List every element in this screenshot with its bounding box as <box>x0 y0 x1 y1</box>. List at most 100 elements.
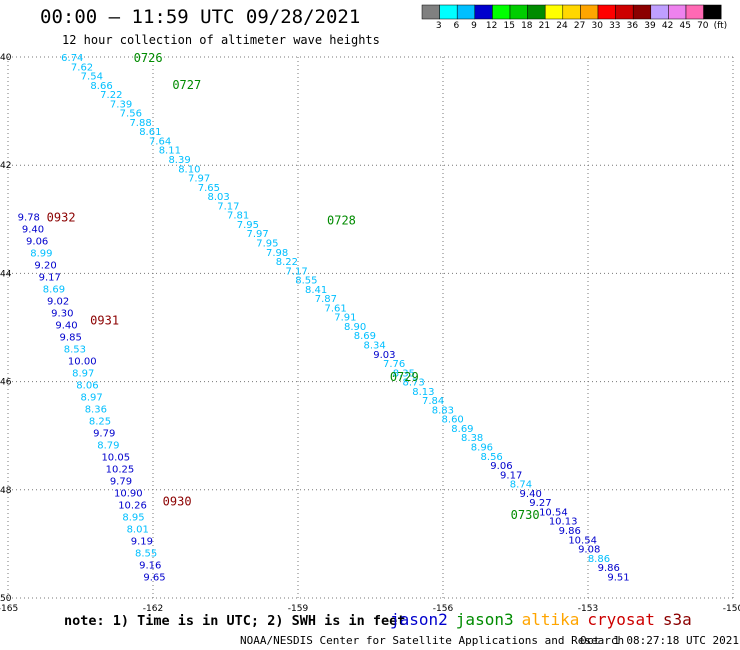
swh-value: 8.83 <box>432 405 454 416</box>
swh-value: 7.98 <box>266 248 288 259</box>
swh-value: 10.05 <box>101 452 130 463</box>
legend-swatch <box>544 4 564 20</box>
track-a-values: 6.747.627.548.667.227.397.567.888.617.64… <box>61 51 629 583</box>
legend-label: (ft) <box>714 21 728 31</box>
y-tick-label: 48 <box>0 486 12 496</box>
x-tick-label: -153 <box>578 604 598 614</box>
page-subtitle: 12 hour collection of altimeter wave hei… <box>62 33 380 47</box>
swh-value: 10.54 <box>568 535 597 546</box>
swh-value: 9.16 <box>139 560 161 571</box>
swh-value: 8.35 <box>393 368 415 379</box>
swh-value: 7.84 <box>422 396 444 407</box>
swh-value: 7.65 <box>198 183 220 194</box>
swh-value: 7.87 <box>315 294 337 305</box>
swh-value: 7.61 <box>324 303 346 314</box>
swh-value: 9.79 <box>110 476 132 487</box>
swh-value: 9.40 <box>22 225 44 236</box>
swh-value: 8.69 <box>43 285 65 296</box>
legend-swatch <box>456 4 476 20</box>
swh-value: 9.19 <box>131 536 153 547</box>
swh-value: 9.06 <box>490 461 512 472</box>
footer-note: note: 1) Time is in UTC; 2) SWH is in fe… <box>64 613 406 629</box>
time-label: 0932 <box>47 211 76 225</box>
x-tick-label: -162 <box>143 604 163 614</box>
swh-value: 7.56 <box>120 109 142 120</box>
swh-value: 7.88 <box>129 118 151 129</box>
swh-value: 8.25 <box>89 416 111 427</box>
swh-value: 7.91 <box>334 313 356 324</box>
legend-swatch <box>685 4 704 20</box>
satellite-legend-item: altika <box>521 610 580 629</box>
x-tick-label: -165 <box>0 604 18 614</box>
swh-value: 8.60 <box>442 415 464 426</box>
swh-value: 8.41 <box>305 285 327 296</box>
swh-value: 10.54 <box>539 507 568 518</box>
y-tick-label: 50 <box>0 594 12 604</box>
swh-value: 8.61 <box>139 127 161 138</box>
legend-swatch <box>421 4 440 20</box>
swh-value: 8.79 <box>97 440 119 451</box>
swh-value: 8.73 <box>403 378 425 389</box>
swh-value: 8.38 <box>461 433 483 444</box>
legend-swatch <box>509 4 528 20</box>
swh-value: 10.25 <box>106 464 135 475</box>
swh-value: 8.74 <box>510 480 532 491</box>
swh-value: 7.97 <box>188 174 210 185</box>
swh-value: 9.27 <box>529 498 551 509</box>
y-tick-label: 42 <box>0 161 11 171</box>
satellite-legend-item: s3a <box>662 610 692 629</box>
swh-value: 9.06 <box>26 237 48 248</box>
footer-timestamp: Oct 1 08:27:18 UTC 2021 <box>580 634 739 647</box>
y-tick-label: 40 <box>0 53 12 63</box>
swh-value: 9.51 <box>607 572 629 583</box>
y-tick-label: 46 <box>0 378 12 388</box>
legend-label: 39 <box>644 21 656 31</box>
swh-value: 7.95 <box>237 220 259 231</box>
swh-value: 9.20 <box>34 261 56 272</box>
satellite-legend-item: cryosat <box>587 610 655 629</box>
swh-value: 8.22 <box>276 257 298 268</box>
x-tick-label: -150 <box>723 604 740 614</box>
swh-value: 8.95 <box>122 512 144 523</box>
swh-value: 7.97 <box>246 229 268 240</box>
swh-value: 8.11 <box>159 146 181 157</box>
legend-swatch <box>562 4 581 20</box>
swh-value: 9.40 <box>55 321 77 332</box>
swh-value: 8.90 <box>344 322 366 333</box>
swh-value: 7.64 <box>149 136 171 147</box>
legend-swatch <box>474 4 493 20</box>
swh-value: 8.66 <box>90 81 112 92</box>
swh-value: 7.17 <box>217 201 239 212</box>
swh-value: 10.90 <box>114 488 143 499</box>
legend-swatch <box>439 4 458 20</box>
legend-label: 18 <box>521 21 533 31</box>
legend-label: 45 <box>679 21 690 31</box>
footer-credit: NOAA/NESDIS Center for Satellite Applica… <box>240 634 625 647</box>
swh-value: 7.39 <box>110 99 132 110</box>
legend-swatch <box>650 4 669 20</box>
legend-label: 9 <box>471 21 477 31</box>
x-tick-label: -156 <box>433 604 454 614</box>
swh-value: 9.03 <box>373 350 395 361</box>
time-label: 0931 <box>90 313 119 327</box>
legend-label: 70 <box>697 21 709 31</box>
swh-value: 7.95 <box>256 238 278 249</box>
legend-label: 24 <box>556 21 568 31</box>
track-b-values: 9.789.409.068.999.209.178.699.029.309.40… <box>18 211 192 584</box>
swh-value: 9.78 <box>18 213 40 224</box>
swh-value: 8.06 <box>76 380 98 391</box>
swh-value: 8.01 <box>127 524 149 535</box>
swh-value: 10.00 <box>68 357 97 368</box>
swh-value: 9.65 <box>143 572 165 583</box>
color-legend: 3 6 9 12 15 18 21 24 27 30 33 36 39 42 45 70 (ft) <box>421 4 728 31</box>
swh-value: 10.13 <box>549 517 578 528</box>
legend-swatch <box>580 4 599 20</box>
swh-value: 7.22 <box>100 90 122 101</box>
swh-value: 10.26 <box>118 500 147 511</box>
swh-value: 7.17 <box>285 266 307 277</box>
swh-value: 8.86 <box>588 554 610 565</box>
swh-value: 9.17 <box>39 273 61 284</box>
legend-swatch <box>632 4 652 20</box>
swh-value: 8.56 <box>481 452 503 463</box>
